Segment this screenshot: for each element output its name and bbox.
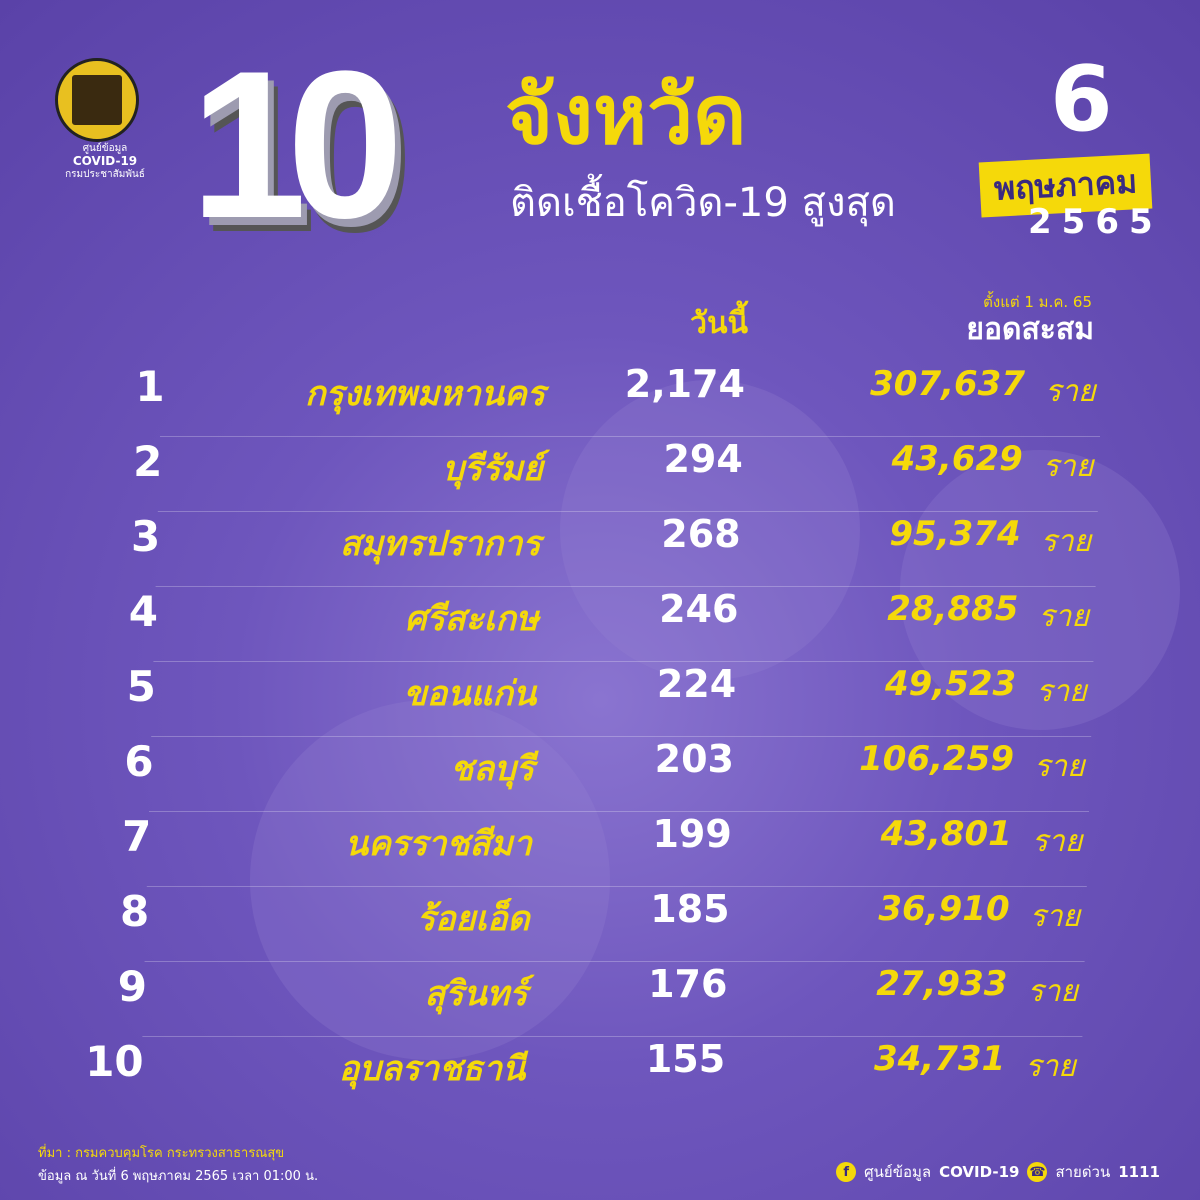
logo-line2: COVID-19 bbox=[72, 154, 138, 168]
rank: 9 bbox=[117, 962, 148, 1011]
source-note: ที่มา : กรมควบคุมโรค กระทรวงสาธารณสุข bbox=[38, 1146, 285, 1161]
today-cases: 203 bbox=[654, 737, 734, 781]
rank: 1 bbox=[135, 362, 165, 411]
column-header-cumulative: ยอดสะสม bbox=[966, 312, 1094, 347]
today-cases: 199 bbox=[652, 812, 732, 856]
table-row: 8 ร้อยเอ็ด 185 36,910 ราย bbox=[0, 887, 1185, 962]
row-divider bbox=[142, 1036, 1083, 1037]
headline-subtitle: ติดเชื้อโควิด-19 สูงสุด bbox=[510, 180, 896, 226]
rank: 3 bbox=[130, 512, 161, 561]
province-name: ร้อยเอ็ด bbox=[416, 899, 530, 939]
row-divider bbox=[146, 886, 1087, 887]
unit-label: ราย bbox=[1031, 824, 1083, 859]
rank: 6 bbox=[124, 737, 154, 786]
row-divider bbox=[151, 736, 1092, 737]
today-cases: 155 bbox=[645, 1037, 726, 1081]
unit-label: ราย bbox=[1025, 1049, 1076, 1084]
table-row: 3 สมุทรปราการ 268 95,374 ราย bbox=[0, 512, 1196, 587]
province-name: อุบลราชธานี bbox=[338, 1049, 526, 1089]
table-row: 2 บุรีรัมย์ 294 43,629 ราย bbox=[0, 437, 1198, 512]
province-name: บุรีรัมย์ bbox=[442, 449, 543, 489]
facebook-icon: f bbox=[836, 1162, 857, 1182]
province-name: ศรีสะเกษ bbox=[404, 599, 539, 639]
rank: 7 bbox=[122, 812, 152, 861]
unit-label: ราย bbox=[1042, 449, 1094, 484]
unit-label: ราย bbox=[1040, 524, 1092, 559]
phone-icon: ☎ bbox=[1027, 1162, 1048, 1182]
table-row: 6 ชลบุรี 203 106,259 ราย bbox=[0, 737, 1189, 812]
cumulative-cases: 28,885 bbox=[887, 589, 1019, 629]
row-divider bbox=[157, 511, 1098, 512]
logo-line3: กรมประชาสัมพันธ์ bbox=[65, 169, 145, 180]
cumulative-cases: 36,910 bbox=[878, 889, 1010, 929]
today-cases: 176 bbox=[648, 962, 728, 1006]
column-header-since: ตั้งแต่ 1 ม.ค. 65 bbox=[983, 293, 1092, 311]
table-row: 7 นครราชสีมา 199 43,801 ราย bbox=[0, 812, 1187, 887]
province-name: สุรินทร์ bbox=[424, 974, 528, 1014]
row-divider bbox=[160, 436, 1100, 437]
facebook-label-en: COVID-19 bbox=[939, 1163, 1020, 1181]
rank: 8 bbox=[119, 887, 150, 936]
row-divider bbox=[149, 811, 1089, 812]
unit-label: ราย bbox=[1038, 599, 1089, 634]
data-timestamp: ข้อมูล ณ วันที่ 6 พฤษภาคม 2565 เวลา 01:0… bbox=[38, 1169, 319, 1184]
province-name: สมุทรปราการ bbox=[339, 524, 541, 564]
unit-label: ราย bbox=[1029, 899, 1081, 934]
province-name: กรุงเทพมหานคร bbox=[304, 374, 545, 414]
today-cases: 185 bbox=[650, 887, 730, 931]
logo-line1: ศูนย์ข้อมูล bbox=[82, 143, 128, 154]
table-row: 10 อุบลราชธานี 155 34,731 ราย bbox=[0, 1037, 1180, 1112]
unit-label: ราย bbox=[1045, 374, 1096, 409]
cumulative-cases: 106,259 bbox=[859, 739, 1014, 779]
rank: 10 bbox=[85, 1037, 144, 1086]
today-cases: 294 bbox=[663, 437, 743, 481]
row-divider bbox=[155, 586, 1096, 587]
table-row: 1 กรุงเทพมหานคร 2,174 307,637 ราย bbox=[0, 362, 1200, 437]
logo-caption: ศูนย์ข้อมูล COVID-19 กรมประชาสัมพันธ์ bbox=[40, 143, 170, 181]
row-divider bbox=[144, 961, 1085, 962]
cumulative-cases: 95,374 bbox=[889, 514, 1021, 554]
province-name: ขอนแก่น bbox=[403, 674, 537, 714]
cumulative-cases: 27,933 bbox=[876, 964, 1008, 1004]
cumulative-cases: 43,629 bbox=[891, 439, 1023, 479]
column-header-today: วันนี้ bbox=[690, 306, 748, 341]
government-seal-logo bbox=[55, 58, 139, 142]
contact-footer: f ศูนย์ข้อมูล COVID-19 ☎ สายด่วน 1111 bbox=[836, 1160, 1160, 1184]
headline-title: จังหวัด bbox=[505, 68, 747, 163]
row-divider bbox=[153, 661, 1094, 662]
unit-label: ราย bbox=[1036, 674, 1087, 709]
table-row: 5 ขอนแก่น 224 49,523 ราย bbox=[0, 662, 1191, 737]
today-cases: 246 bbox=[659, 587, 739, 631]
rank: 5 bbox=[126, 662, 156, 711]
today-cases: 2,174 bbox=[624, 362, 745, 406]
cumulative-cases: 34,731 bbox=[873, 1039, 1006, 1079]
unit-label: ราย bbox=[1027, 974, 1078, 1009]
headline-number: 10 bbox=[190, 27, 404, 262]
today-cases: 268 bbox=[661, 512, 741, 556]
province-name: ชลบุรี bbox=[450, 749, 534, 789]
hotline-number: 1111 bbox=[1118, 1163, 1160, 1181]
table-row: 4 ศรีสะเกษ 246 28,885 ราย bbox=[0, 587, 1193, 662]
rank: 2 bbox=[133, 437, 163, 486]
cumulative-cases: 307,637 bbox=[870, 364, 1025, 404]
rank: 4 bbox=[128, 587, 159, 636]
cumulative-cases: 43,801 bbox=[880, 814, 1012, 854]
table-row: 9 สุรินทร์ 176 27,933 ราย bbox=[0, 962, 1182, 1037]
cumulative-cases: 49,523 bbox=[884, 664, 1017, 704]
unit-label: ราย bbox=[1034, 749, 1085, 784]
facebook-label: ศูนย์ข้อมูล bbox=[864, 1163, 932, 1181]
province-name: นครราชสีมา bbox=[344, 824, 532, 864]
today-cases: 224 bbox=[656, 662, 737, 706]
date-day: 6 bbox=[1050, 47, 1113, 152]
date-year: 2565 bbox=[1028, 202, 1163, 242]
hotline-label: สายด่วน bbox=[1055, 1163, 1111, 1181]
